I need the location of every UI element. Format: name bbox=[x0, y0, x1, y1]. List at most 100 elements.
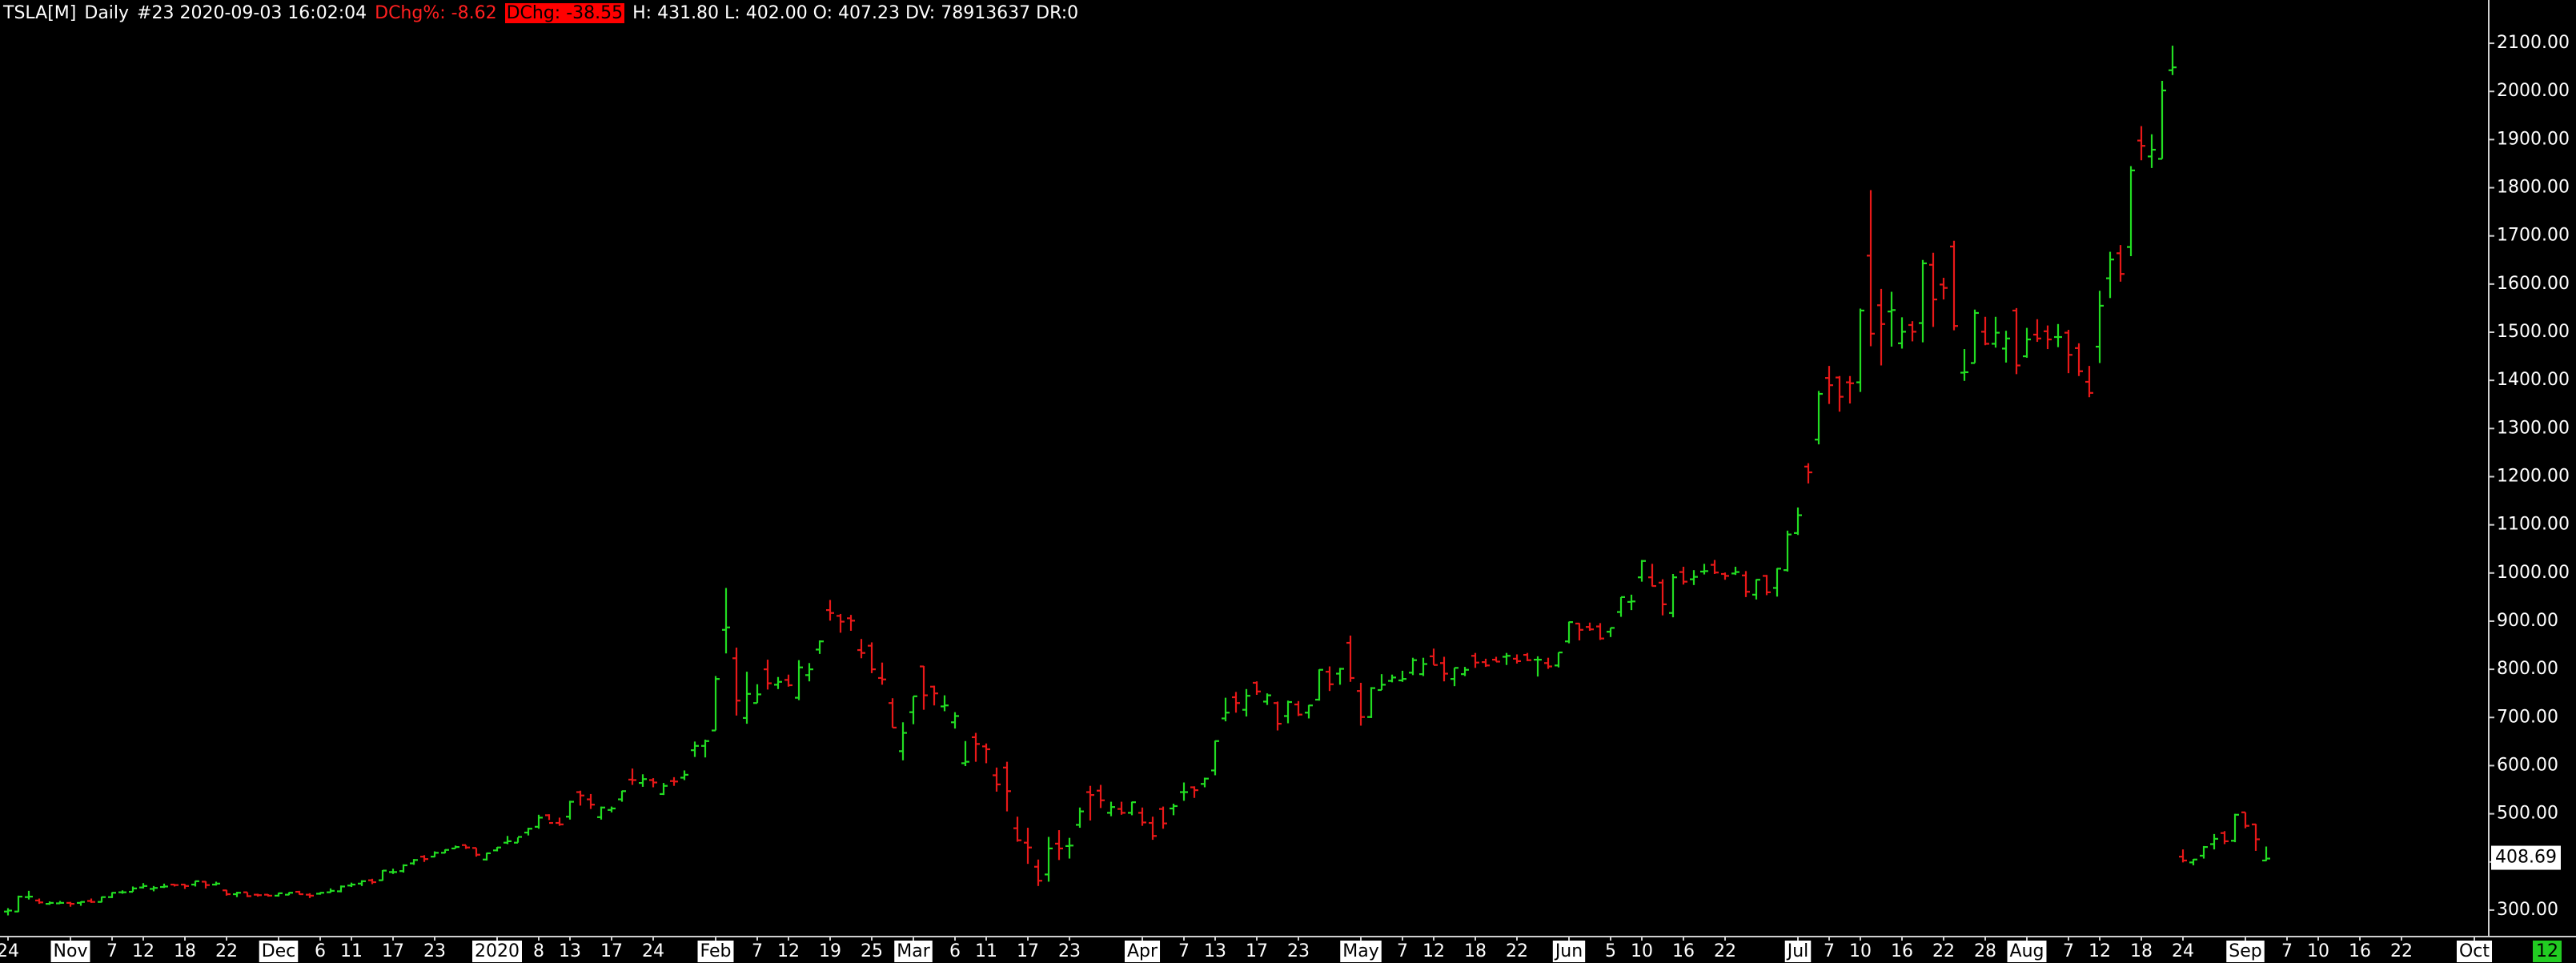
x-tick-label: 6 bbox=[949, 941, 961, 961]
x-tick-label: Feb bbox=[700, 941, 732, 961]
y-tick-label: 1900.00 bbox=[2497, 129, 2570, 149]
symbol: TSLA[M] bbox=[3, 3, 77, 23]
x-tick-label: Nov bbox=[54, 941, 88, 961]
stats: H: 431.80 L: 402.00 O: 407.23 DV: 789136… bbox=[632, 3, 1079, 23]
x-tick-label: 7 bbox=[2281, 941, 2293, 961]
x-tick-label: 23 bbox=[1058, 941, 1081, 961]
y-tick-label: 1100.00 bbox=[2497, 515, 2570, 535]
x-tick-label: 17 bbox=[1246, 941, 1268, 961]
x-tick-label: 12 bbox=[1422, 941, 1445, 961]
x-tick-label: 22 bbox=[215, 941, 238, 961]
x-tick-box bbox=[259, 941, 299, 962]
x-tick-label: 18 bbox=[2130, 941, 2153, 961]
y-tick-label: 800.00 bbox=[2497, 659, 2558, 679]
x-tick-label: 12 bbox=[777, 941, 800, 961]
x-tick-box bbox=[2007, 941, 2047, 962]
x-tick-label: 10 bbox=[1849, 941, 1872, 961]
y-tick-label: 1000.00 bbox=[2497, 563, 2570, 583]
y-tick-label: 1800.00 bbox=[2497, 178, 2570, 198]
y-tick-label: 600.00 bbox=[2497, 755, 2558, 775]
x-tick-label: 7 bbox=[106, 941, 118, 961]
y-tick-label: 900.00 bbox=[2497, 611, 2558, 631]
x-tick-label: Apr bbox=[1127, 941, 1158, 961]
last-price-box bbox=[2491, 845, 2561, 870]
x-tick-label: 24 bbox=[0, 941, 19, 961]
info: #23 2020-09-03 16:02:04 bbox=[137, 3, 367, 23]
x-tick-label: 19 bbox=[819, 941, 841, 961]
x-tick-label: Jun bbox=[1554, 941, 1583, 961]
x-tick-box bbox=[697, 941, 734, 962]
cursor-date-label: 12 bbox=[2536, 941, 2558, 961]
x-tick-box bbox=[1784, 941, 1812, 962]
y-tick-label: 1400.00 bbox=[2497, 370, 2570, 390]
x-tick-label: May bbox=[1342, 941, 1378, 961]
last-price-label: 408.69 bbox=[2495, 848, 2557, 868]
x-tick-label: Jul bbox=[1786, 941, 1809, 961]
cursor-date-box bbox=[2533, 941, 2562, 962]
x-tick-label: 7 bbox=[2063, 941, 2074, 961]
x-tick-label: Oct bbox=[2459, 941, 2490, 961]
x-tick-label: 7 bbox=[1178, 941, 1190, 961]
x-tick-label: 2020 bbox=[475, 941, 520, 961]
x-tick-box bbox=[894, 941, 933, 962]
x-tick-label: 22 bbox=[1506, 941, 1528, 961]
x-tick-label: 13 bbox=[559, 941, 581, 961]
x-tick-label: Dec bbox=[262, 941, 296, 961]
x-tick-label: 10 bbox=[2307, 941, 2329, 961]
x-tick-box bbox=[1340, 941, 1382, 962]
x-tick-label: 16 bbox=[1672, 941, 1695, 961]
x-tick-label: 17 bbox=[382, 941, 404, 961]
x-tick-label: 13 bbox=[1204, 941, 1226, 961]
x-tick-box bbox=[472, 941, 522, 962]
x-tick-label: 18 bbox=[1464, 941, 1487, 961]
y-tick-label: 2000.00 bbox=[2497, 81, 2570, 101]
interval: Daily bbox=[84, 3, 130, 23]
y-tick-label: 700.00 bbox=[2497, 707, 2558, 727]
y-tick-label: 300.00 bbox=[2497, 900, 2558, 920]
x-tick-label: 12 bbox=[2088, 941, 2111, 961]
x-tick-label: Mar bbox=[897, 941, 930, 961]
y-tick-label: 1700.00 bbox=[2497, 226, 2570, 246]
y-tick-label: 500.00 bbox=[2497, 804, 2558, 824]
x-tick-label: 11 bbox=[340, 941, 363, 961]
y-tick-label: 1200.00 bbox=[2497, 466, 2570, 486]
x-tick-label: 28 bbox=[1974, 941, 1996, 961]
x-tick-label: 24 bbox=[2172, 941, 2194, 961]
x-tick-label: 12 bbox=[132, 941, 154, 961]
day-change-pct: DChg%: -8.62 bbox=[375, 3, 497, 23]
x-tick-label: 11 bbox=[975, 941, 997, 961]
x-tick-label: 7 bbox=[1824, 941, 1835, 961]
x-tick-box bbox=[2226, 941, 2265, 962]
x-tick-box bbox=[1552, 941, 1586, 962]
y-tick-label: 2100.00 bbox=[2497, 33, 2570, 53]
y-tick-label: 1600.00 bbox=[2497, 274, 2570, 294]
x-tick-label: 6 bbox=[315, 941, 326, 961]
x-tick-label: 17 bbox=[600, 941, 623, 961]
x-tick-label: 16 bbox=[1891, 941, 1913, 961]
x-tick-label: 23 bbox=[423, 941, 446, 961]
x-tick-label: 17 bbox=[1017, 941, 1039, 961]
x-tick-label: 24 bbox=[642, 941, 664, 961]
day-change: DChg: -38.55 bbox=[504, 3, 625, 23]
x-tick-box bbox=[50, 941, 90, 962]
x-tick-label: 18 bbox=[174, 941, 196, 961]
y-tick-label: 1300.00 bbox=[2497, 418, 2570, 438]
x-tick-label: Aug bbox=[2010, 941, 2044, 961]
y-tick-label: 1500.00 bbox=[2497, 322, 2570, 342]
x-tick-label: 22 bbox=[2390, 941, 2413, 961]
x-tick-label: 22 bbox=[1714, 941, 1736, 961]
x-tick-box bbox=[1124, 941, 1161, 962]
x-tick-label: 16 bbox=[2349, 941, 2371, 961]
x-tick-label: 7 bbox=[752, 941, 763, 961]
x-tick-label: 23 bbox=[1287, 941, 1310, 961]
x-tick-label: 10 bbox=[1631, 941, 1653, 961]
x-tick-label: 22 bbox=[1932, 941, 1955, 961]
x-tick-label: 25 bbox=[861, 941, 883, 961]
header: TSLA[M] Daily #23 2020-09-03 16:02:04 DChg%… bbox=[3, 2, 1086, 26]
x-tick-box bbox=[2456, 941, 2493, 962]
x-tick-label: 7 bbox=[1397, 941, 1408, 961]
x-tick-label: Sep bbox=[2229, 941, 2261, 961]
x-tick-label: 5 bbox=[1605, 941, 1616, 961]
